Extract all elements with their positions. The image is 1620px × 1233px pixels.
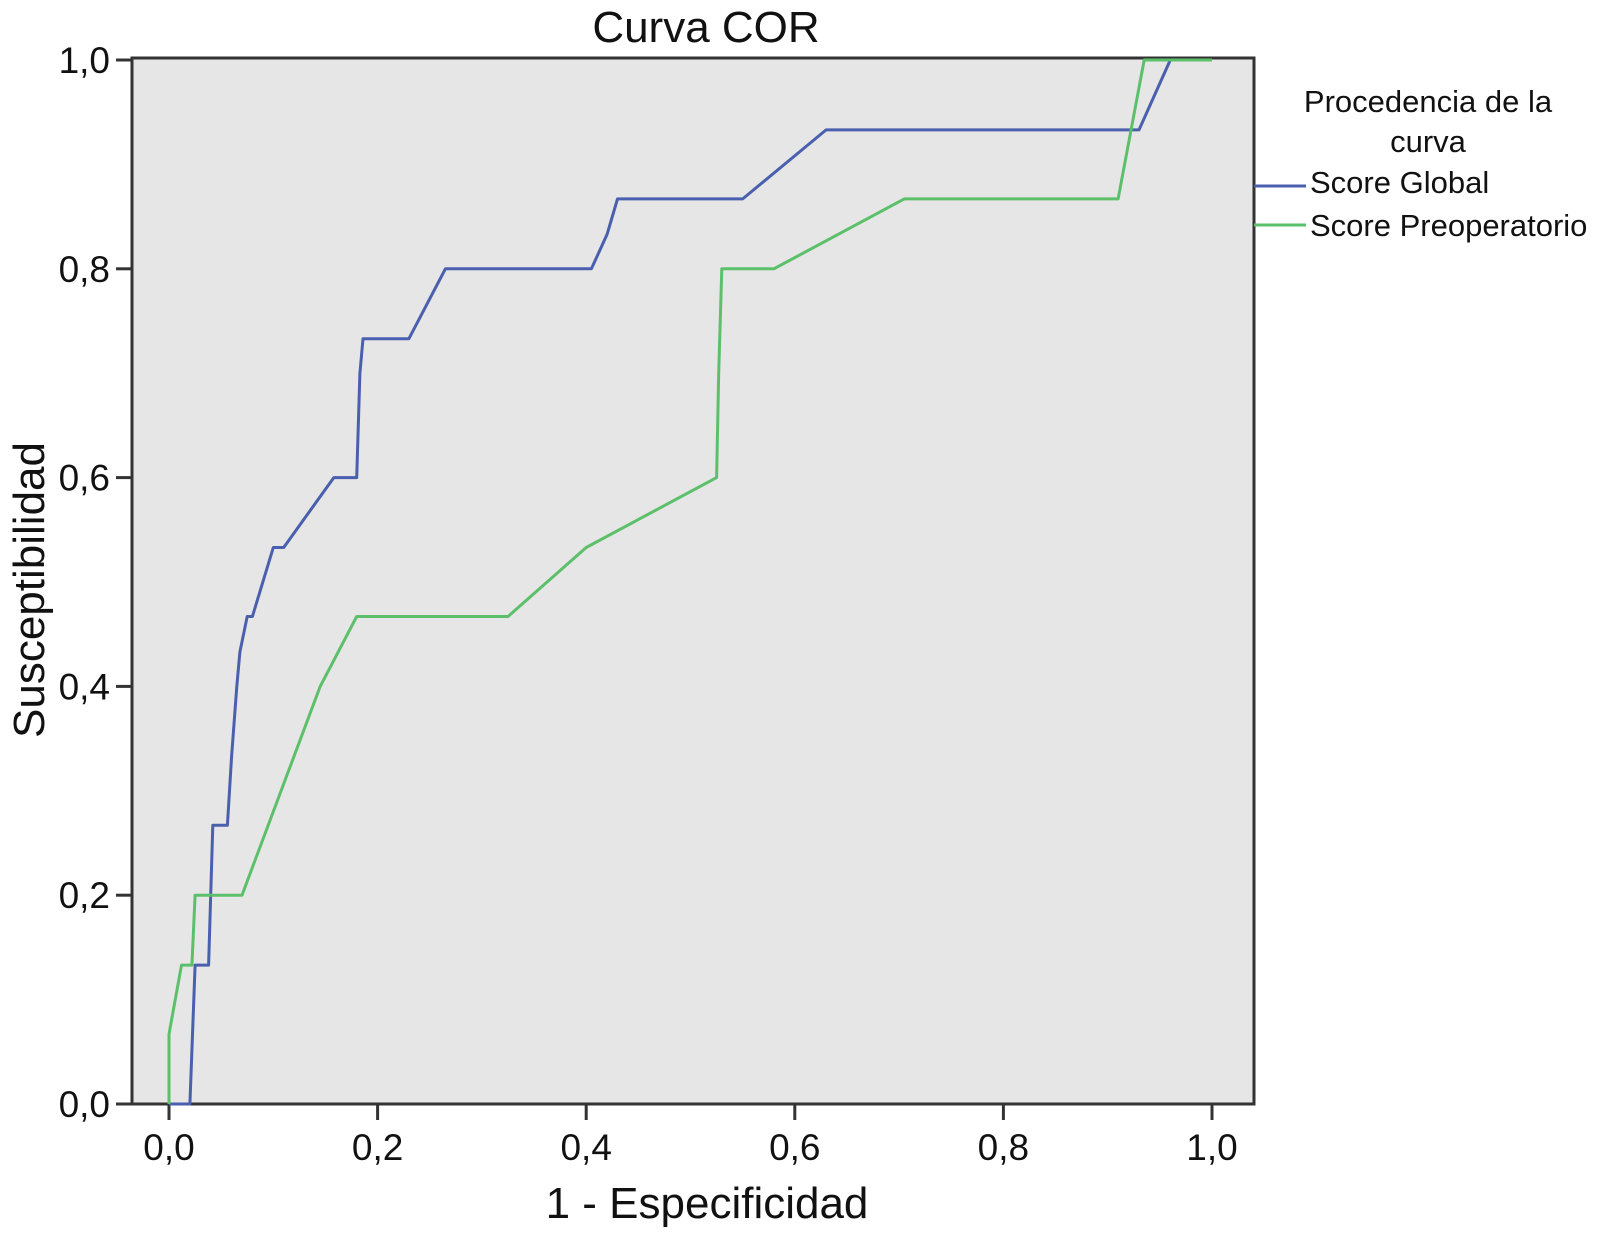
x-tick-label: 0,8 [978,1127,1029,1168]
x-tick-label: 0,4 [560,1127,611,1168]
y-axis-ticks: 0,0 0,2 0,4 0,6 0,8 1,0 [59,40,132,1125]
legend: Procedencia de la curva Score Global Sco… [1254,84,1587,243]
x-tick-label: 0,2 [352,1127,403,1168]
series-lines [167,58,1212,1106]
x-tick-label: 0,6 [769,1127,820,1168]
plot-area [130,56,1256,1106]
series-line-score-preoperatorio [167,58,1212,1104]
y-axis-title: Susceptibilidad [5,442,54,738]
x-tick-label: 1,0 [1186,1127,1237,1168]
series-line-score-global [169,58,1212,1106]
x-axis-title: 1 - Especificidad [546,1179,869,1228]
x-axis-ticks: 0,0 0,2 0,4 0,6 0,8 1,0 [143,1104,1238,1168]
y-tick-label: 0,0 [59,1084,110,1125]
legend-label-score-preoperatorio: Score Preoperatorio [1310,208,1587,243]
legend-label-score-global: Score Global [1310,165,1489,200]
plot-background [130,56,1256,1106]
y-tick-label: 0,8 [59,249,110,290]
legend-title-line2: curva [1390,124,1467,159]
legend-title-line1: Procedencia de la [1304,84,1553,119]
y-tick-label: 0,2 [59,875,110,916]
x-tick-label: 0,0 [143,1127,194,1168]
y-tick-label: 1,0 [59,40,110,81]
chart-title: Curva COR [592,3,819,52]
y-tick-label: 0,6 [59,458,110,499]
y-tick-label: 0,4 [59,666,110,707]
